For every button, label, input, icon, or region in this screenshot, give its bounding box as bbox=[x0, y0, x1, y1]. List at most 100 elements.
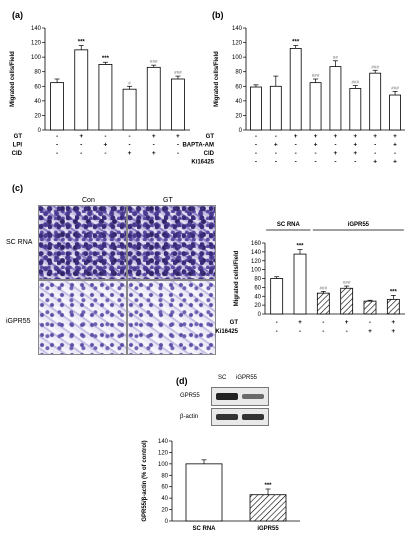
chart-a-y-tick-label: 120 bbox=[31, 41, 42, 47]
chart-a-condition-sign: - bbox=[128, 142, 130, 149]
chart-a-condition-sign: + bbox=[152, 150, 156, 157]
chart-a-y-tick-label: 80 bbox=[34, 70, 41, 76]
chart-b-condition-sign: - bbox=[255, 159, 257, 166]
chart-a-condition-sign: - bbox=[128, 133, 130, 140]
chart-b-y-tick-label: 100 bbox=[232, 55, 243, 61]
chart-c-bar bbox=[316, 292, 330, 315]
chart-a-significance-label: *** bbox=[78, 39, 86, 45]
chart-c-condition-sign: + bbox=[298, 319, 302, 326]
chart-a-condition-sign: - bbox=[56, 133, 58, 140]
chart-c-condition-sign: - bbox=[346, 328, 348, 335]
chart-b-condition-sign: - bbox=[255, 133, 257, 140]
chart-b-significance-label: *** bbox=[292, 39, 300, 45]
chart-b-bar bbox=[289, 48, 302, 131]
chart-c-significance-label: ### bbox=[343, 280, 351, 285]
chart-b-bar bbox=[269, 85, 282, 131]
chart-b-significance-label: ## bbox=[333, 55, 339, 60]
micrograph-row-sc-label: SC RNA bbox=[6, 239, 33, 246]
chart-a-condition-sign: + bbox=[128, 150, 132, 157]
chart-b-condition-sign: - bbox=[275, 159, 277, 166]
chart-b-condition-sign: - bbox=[295, 150, 297, 157]
chart-c-condition-sign: - bbox=[322, 328, 324, 335]
chart-a-bar bbox=[171, 78, 185, 131]
chart-a-y-tick-label: 0 bbox=[38, 128, 42, 134]
chart-d-significance-label: *** bbox=[264, 483, 272, 489]
chart-c-y-tick-label: 140 bbox=[251, 250, 262, 256]
chart-b-condition-sign: - bbox=[295, 159, 297, 166]
chart-a-condition-sign: - bbox=[56, 142, 58, 149]
chart-a-significance-label: # bbox=[128, 80, 131, 85]
chart-a-bar bbox=[146, 66, 161, 131]
chart-b-condition-sign: + bbox=[393, 142, 397, 149]
chart-b-significance-label: ### bbox=[312, 73, 320, 78]
chart-c-bar bbox=[293, 253, 307, 315]
chart-b-y-tick-label: 80 bbox=[235, 70, 242, 76]
micrograph-col-con-label: Con bbox=[82, 197, 95, 204]
chart-a-y-tick-label: 40 bbox=[34, 99, 41, 105]
panel-label-a: (a) bbox=[12, 10, 23, 20]
western-gpr55-band-igpr55 bbox=[242, 394, 264, 399]
micrograph-row-igpr55-label: iGPR55 bbox=[6, 318, 31, 325]
chart-b-bar bbox=[369, 72, 382, 131]
chart-a-condition-sign: - bbox=[56, 150, 58, 157]
chart-b-condition-sign: + bbox=[353, 150, 357, 157]
chart-a-condition-sign: + bbox=[104, 142, 108, 149]
chart-c-group-label: iGPR55 bbox=[348, 222, 370, 228]
micrograph-igpr55-con bbox=[38, 280, 127, 355]
chart-d-y-tick-label: 140 bbox=[158, 439, 169, 445]
chart-d-y-tick-label: 100 bbox=[158, 462, 169, 468]
chart-b-condition-sign: + bbox=[294, 133, 298, 140]
chart-a-condition-sign: - bbox=[104, 133, 106, 140]
chart-d-y-tick-label: 20 bbox=[161, 508, 168, 514]
chart-d-y-tick-label: 0 bbox=[165, 519, 169, 525]
micrograph-sc-gt bbox=[127, 205, 216, 280]
chart-c-y-tick-label: 80 bbox=[254, 277, 261, 283]
chart-a-bar bbox=[74, 49, 89, 131]
micrograph-col-gt-label: GT bbox=[163, 197, 173, 204]
chart-b-y-tick-label: 140 bbox=[232, 26, 243, 32]
chart-b-condition-sign: + bbox=[393, 133, 397, 140]
chart-c-condition-sign: + bbox=[368, 328, 372, 335]
chart-c-condition-sign: - bbox=[276, 328, 278, 335]
chart-b-significance-label: ### bbox=[371, 64, 379, 69]
chart-b-condition-sign: - bbox=[374, 150, 376, 157]
chart-c-y-tick-label: 20 bbox=[254, 303, 261, 309]
chart-a-y-tick-label: 60 bbox=[34, 84, 41, 90]
chart-b-bar bbox=[250, 86, 262, 131]
chart-b-y-tick-label: 120 bbox=[232, 41, 243, 47]
chart-b-bar bbox=[349, 88, 362, 131]
chart-c-y-tick-label: 0 bbox=[258, 312, 262, 318]
chart-a-significance-label: ### bbox=[174, 70, 182, 75]
chart-c-significance-label: *** bbox=[296, 244, 304, 250]
chart-d-category-label: SC RNA bbox=[192, 526, 216, 532]
chart-b-condition-sign: - bbox=[275, 133, 277, 140]
chart-b-condition-sign: + bbox=[353, 142, 357, 149]
chart-c-condition-sign: - bbox=[322, 319, 324, 326]
chart-c-bar bbox=[270, 278, 284, 315]
chart-b-condition-sign: + bbox=[393, 159, 397, 166]
chart-b-condition-sign: + bbox=[353, 133, 357, 140]
chart-b-condition-sign: - bbox=[314, 159, 316, 166]
chart-c-condition-label: GT bbox=[230, 320, 239, 326]
chart-c-condition-sign: - bbox=[369, 319, 371, 326]
chart-c-condition-sign: + bbox=[391, 328, 395, 335]
chart-b-condition-sign: + bbox=[314, 133, 318, 140]
chart-a-bar bbox=[122, 88, 137, 131]
chart-b-significance-label: ### bbox=[351, 80, 359, 85]
chart-c-bar bbox=[363, 300, 377, 315]
chart-b-bar bbox=[329, 66, 342, 131]
chart-b-condition-sign: + bbox=[274, 142, 278, 149]
chart-a-condition-sign: + bbox=[176, 133, 180, 140]
chart-b-condition-sign: + bbox=[314, 142, 318, 149]
chart-a-condition-sign: + bbox=[152, 133, 156, 140]
chart-b-y-tick-label: 0 bbox=[239, 128, 243, 134]
chart-a-condition-sign: + bbox=[79, 133, 83, 140]
chart-d-y-tick-label: 40 bbox=[161, 496, 168, 502]
chart-a-y-tick-label: 20 bbox=[34, 113, 41, 119]
chart-a-condition-sign: - bbox=[80, 142, 82, 149]
chart-b-condition-sign: - bbox=[334, 159, 336, 166]
chart-c-y-tick-label: 100 bbox=[251, 268, 262, 274]
chart-b-bar bbox=[309, 82, 322, 131]
chart-b-condition-sign: + bbox=[373, 159, 377, 166]
chart-d-y-tick-label: 80 bbox=[161, 473, 168, 479]
